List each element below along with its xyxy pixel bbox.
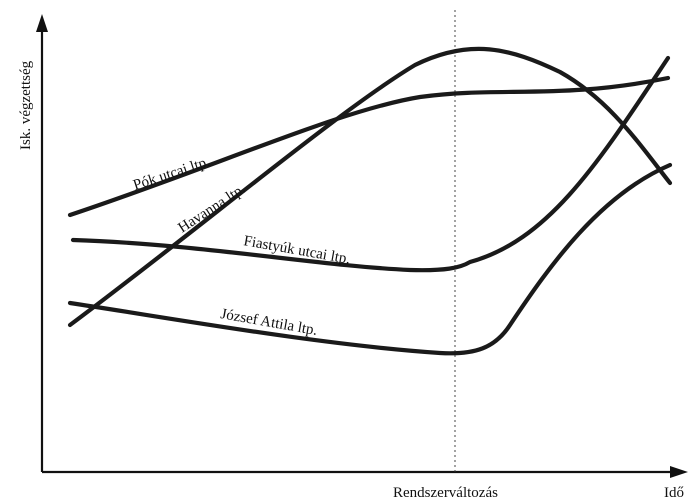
- y-axis-label: Isk. végzettség: [18, 60, 34, 150]
- curve-pok-utcai: [67, 75, 671, 218]
- curve-jozsef-attila: [67, 162, 673, 356]
- label-fiastyuk: Fiastyúk utcai ltp.: [242, 233, 351, 267]
- label-havanna: Havanna ltp.: [175, 181, 248, 236]
- divider-label: Rendszerváltozás: [393, 485, 498, 501]
- label-pok-utcai: Pók utcai ltp.: [131, 154, 212, 194]
- x-axis-label: Idő: [664, 485, 684, 501]
- curve-fiastyuk: [70, 55, 671, 273]
- curve-havanna: [67, 46, 673, 328]
- x-axis-arrowhead: [670, 466, 688, 478]
- y-axis-arrowhead: [36, 14, 48, 32]
